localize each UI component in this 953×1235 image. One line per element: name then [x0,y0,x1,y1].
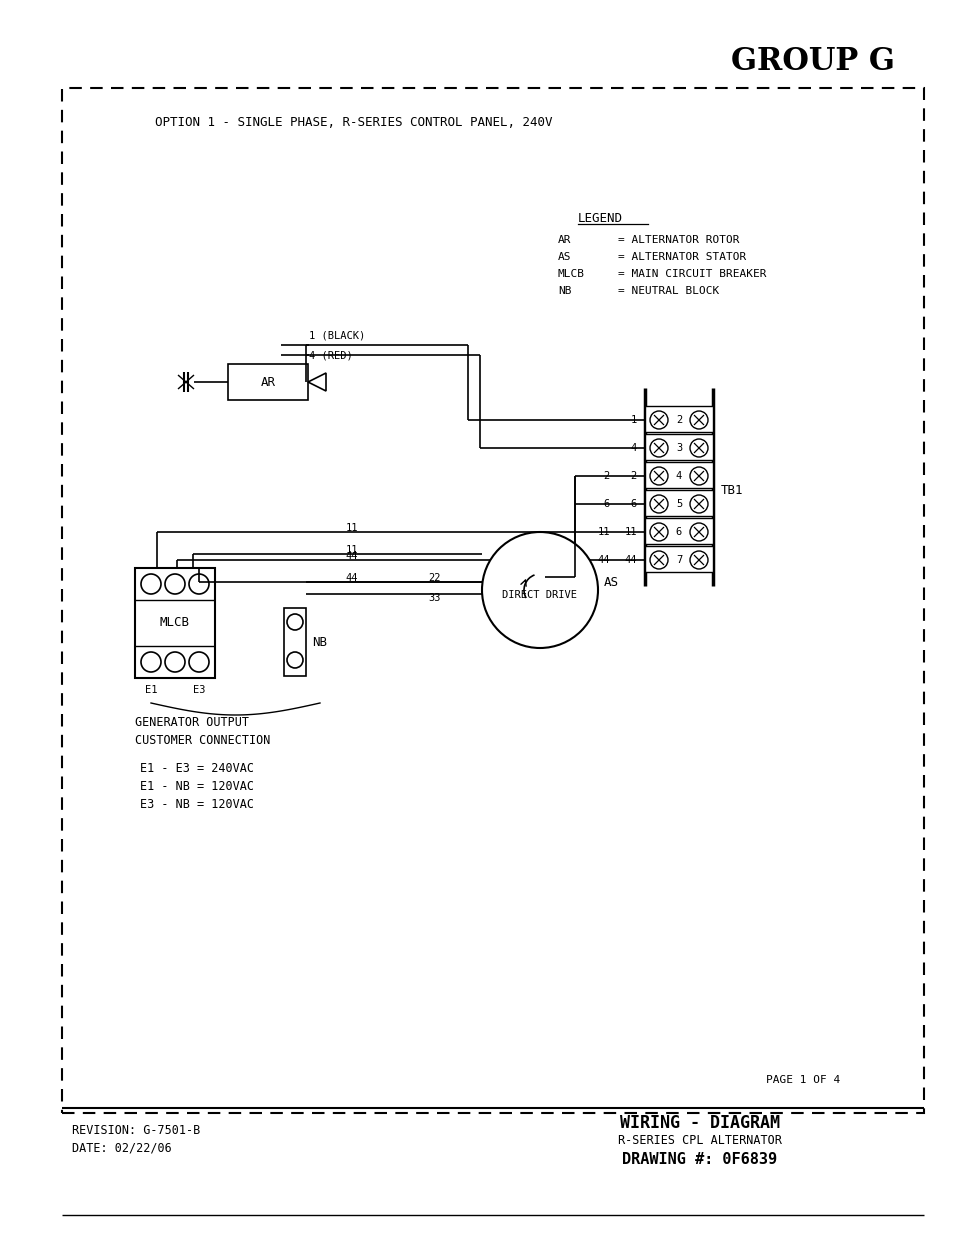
Text: = NEUTRAL BLOCK: = NEUTRAL BLOCK [618,287,719,296]
Bar [644,490,712,516]
Text: AR: AR [260,375,275,389]
Text: 2: 2 [675,415,681,425]
Circle shape [689,438,707,457]
Text: 4: 4 [630,443,637,453]
Bar [644,433,712,459]
Text: AS: AS [603,576,618,589]
Circle shape [689,495,707,513]
Circle shape [141,652,161,672]
Text: AS: AS [558,252,571,262]
Circle shape [141,574,161,594]
Bar [284,608,306,676]
Text: E1: E1 [145,685,157,695]
Text: 11: 11 [597,527,609,537]
Text: 5: 5 [675,499,681,509]
Text: DIRECT DRIVE: DIRECT DRIVE [502,590,577,600]
Text: AR: AR [558,235,571,245]
Bar [62,88,923,1113]
Bar [644,517,712,543]
Circle shape [189,652,209,672]
Text: DRAWING #: 0F6839: DRAWING #: 0F6839 [621,1152,777,1167]
Circle shape [649,522,667,541]
Text: GROUP G: GROUP G [730,47,894,78]
Text: 6: 6 [675,527,681,537]
Bar [135,568,214,678]
Text: 2: 2 [630,471,637,480]
Text: R-SERIES CPL ALTERNATOR: R-SERIES CPL ALTERNATOR [618,1135,781,1147]
Circle shape [649,495,667,513]
Text: 44: 44 [345,573,358,583]
Text: 1: 1 [630,415,637,425]
Circle shape [165,652,185,672]
Circle shape [649,467,667,485]
Circle shape [689,411,707,429]
Text: = MAIN CIRCUIT BREAKER: = MAIN CIRCUIT BREAKER [618,269,765,279]
Circle shape [481,532,598,648]
Text: E3 - NB = 120VAC: E3 - NB = 120VAC [140,798,253,810]
Text: WIRING - DIAGRAM: WIRING - DIAGRAM [619,1114,780,1132]
Text: E1 - E3 = 240VAC: E1 - E3 = 240VAC [140,762,253,774]
Text: 44: 44 [597,555,609,564]
Text: 11: 11 [345,545,358,555]
Text: E1 - NB = 120VAC: E1 - NB = 120VAC [140,779,253,793]
Text: 44: 44 [624,555,637,564]
Text: = ALTERNATOR STATOR: = ALTERNATOR STATOR [618,252,745,262]
Circle shape [689,522,707,541]
Text: 4: 4 [675,471,681,480]
Bar [644,406,712,432]
Text: 22: 22 [428,573,441,583]
Text: 11: 11 [345,522,358,534]
Text: CUSTOMER CONNECTION: CUSTOMER CONNECTION [135,734,270,746]
Text: PAGE 1 OF 4: PAGE 1 OF 4 [765,1074,840,1086]
Circle shape [165,574,185,594]
Text: LEGEND: LEGEND [578,211,622,225]
Circle shape [649,438,667,457]
Text: 6: 6 [630,499,637,509]
Circle shape [287,614,303,630]
Text: NB: NB [312,636,327,648]
Text: MLCB: MLCB [558,269,584,279]
Text: OPTION 1 - SINGLE PHASE, R-SERIES CONTROL PANEL, 240V: OPTION 1 - SINGLE PHASE, R-SERIES CONTRO… [154,116,552,128]
Text: 7: 7 [675,555,681,564]
Circle shape [287,652,303,668]
Polygon shape [308,373,326,391]
Text: 2: 2 [603,471,609,480]
Text: 44: 44 [345,551,358,561]
Text: DATE: 02/22/06: DATE: 02/22/06 [71,1141,172,1155]
Bar [644,546,712,572]
Bar [644,462,712,488]
Circle shape [189,574,209,594]
Circle shape [649,551,667,569]
Text: 33: 33 [428,593,441,603]
Text: NB: NB [558,287,571,296]
Text: MLCB: MLCB [160,616,190,630]
Circle shape [689,467,707,485]
Text: 1 (BLACK): 1 (BLACK) [309,330,365,340]
Text: GENERATOR OUTPUT: GENERATOR OUTPUT [135,716,249,730]
Circle shape [689,551,707,569]
Text: REVISION: G-7501-B: REVISION: G-7501-B [71,1124,200,1136]
Circle shape [649,411,667,429]
Text: 11: 11 [624,527,637,537]
Text: 4 (RED): 4 (RED) [309,350,353,359]
Bar [228,364,308,400]
Text: 6: 6 [603,499,609,509]
Text: TB1: TB1 [720,483,742,496]
Text: 3: 3 [675,443,681,453]
Text: = ALTERNATOR ROTOR: = ALTERNATOR ROTOR [618,235,739,245]
Text: E3: E3 [193,685,205,695]
